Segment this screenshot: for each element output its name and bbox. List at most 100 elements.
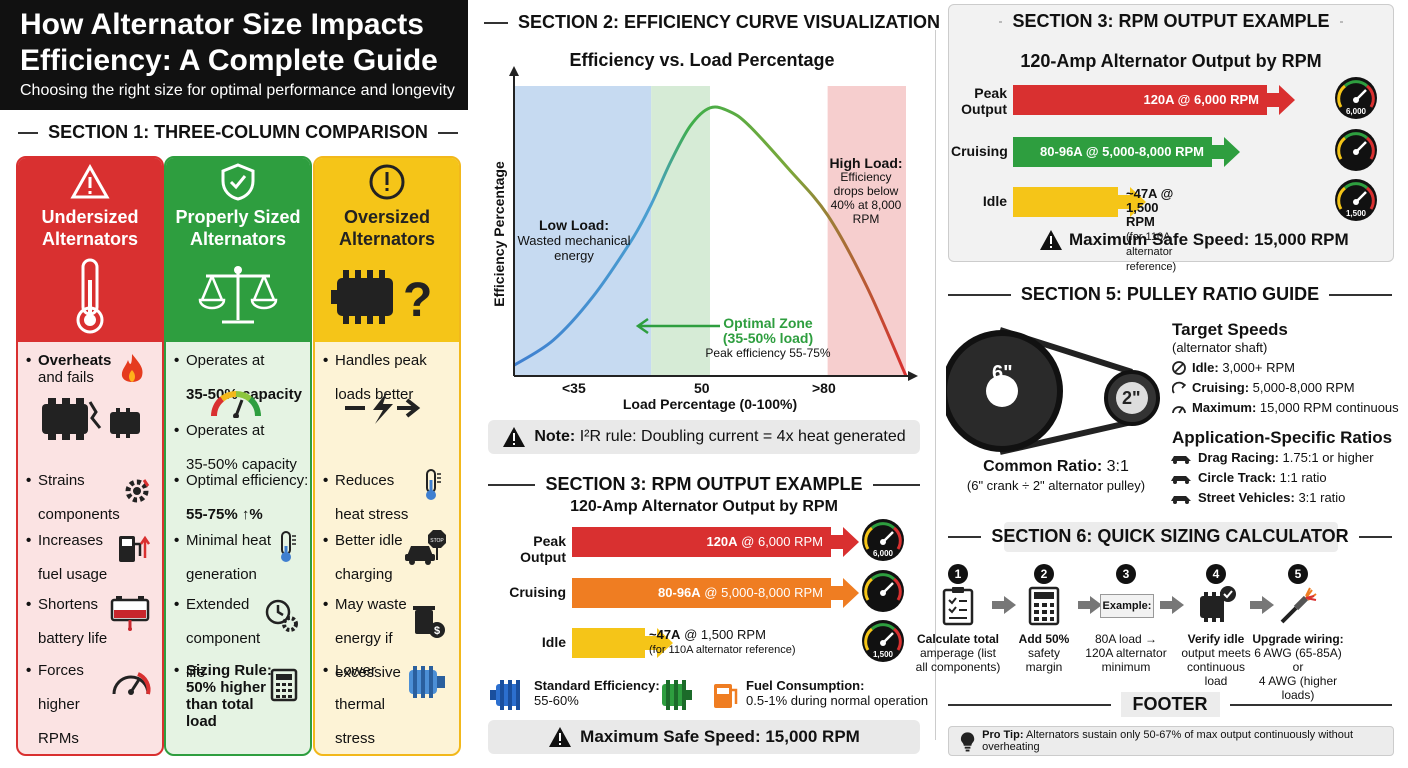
section3-mid-heading: SECTION 3: RPM OUTPUT EXAMPLE [488, 474, 920, 495]
chart-zone-1 [651, 86, 710, 376]
step-number-4: 5 [1288, 564, 1308, 584]
cool-alternator-icon [409, 666, 445, 698]
rpm-mid-bar-2 [572, 628, 645, 658]
optimal-zone-annotation: Optimal Zone (35-50% load) Peak efficien… [705, 315, 831, 361]
rpm-top-arrow-1 [1210, 137, 1240, 167]
tach-gauge-icon: 1,500 [1335, 179, 1377, 221]
target-speeds-sub: (alternator shaft) [1172, 340, 1268, 355]
warning-triangle-icon [70, 164, 110, 199]
section3-mid-subheading: 120-Amp Alternator Output by RPM [570, 498, 838, 515]
page-title-line1: How Alternator Size Impacts [20, 8, 424, 41]
page-title-line2: Efficiency: A Complete Guide [20, 44, 438, 77]
ratio-note: (6" crank ÷ 2" alternator pulley) [966, 478, 1146, 493]
power-surge-icon [345, 392, 421, 424]
svg-text:6,000: 6,000 [873, 549, 894, 558]
fuel-can-icon [714, 684, 738, 708]
calculator-icon [270, 668, 298, 702]
step-text-2: 80A load → 120A alternator minimum [1085, 632, 1167, 674]
app-ratio-item-0: Drag Racing: 1.75:1 or higher [1170, 450, 1374, 465]
efficiency-curve [513, 105, 908, 377]
common-ratio: Common Ratio: 3:1 [983, 458, 1129, 475]
target-speed-item-2: Maximum: 15,000 RPM continuous [1172, 400, 1399, 415]
small-pulley-label: 2" [1122, 388, 1141, 408]
tach-gauge-icon: 6,000 [862, 519, 904, 561]
step-arrow-icon [1250, 596, 1274, 614]
svg-text:1,500: 1,500 [873, 650, 894, 659]
warning-icon [503, 427, 526, 447]
clipboard-checklist-icon [942, 587, 974, 626]
svg-text:STOP: STOP [430, 538, 444, 544]
rpm-mid-label-0: Peak Output [520, 533, 566, 565]
proper-title-2: Alternators [189, 229, 287, 249]
step-text-3: Verify idle output meets continuous load [1181, 632, 1251, 688]
max-speed-note-mid: Maximum Safe Speed: 15,000 RPM [488, 720, 920, 754]
clock-gear-icon [265, 599, 298, 632]
big-pulley-label: 6" [992, 362, 1013, 384]
step-arrow-icon [1078, 596, 1102, 614]
pro-tip-label: Pro Tip: [982, 729, 1024, 741]
step-text-0: Calculate total amperage (list all compone… [915, 632, 1001, 674]
shield-check-icon [221, 163, 255, 201]
rpm-mid-value-0: 120A @ 6,000 RPM [706, 534, 823, 549]
tach-gauge-icon: 6,000 [1335, 77, 1377, 119]
standard-efficiency: Standard Efficiency: 55-60% [534, 678, 660, 708]
svg-text:?: ? [403, 274, 432, 327]
alternator-check-icon [1200, 586, 1236, 622]
chart-xlabel: Load Percentage (0-100%) [622, 396, 798, 412]
rpm-top-label-0: Peak Output [961, 85, 1007, 117]
rpm-mid-bar-1 [572, 578, 831, 608]
note-text: I²R rule: Doubling current = 4x heat gen… [579, 428, 906, 445]
drag-car-icon [1171, 455, 1191, 464]
app-ratios-title: Application-Specific Ratios [1172, 428, 1393, 447]
rpm-top-value-1: 80-96A @ 5,000-8,000 RPM [1040, 144, 1204, 159]
rpm-mid-bar-0 [572, 527, 831, 557]
section3-top-subheading: 120-Amp Alternator Output by RPM [1020, 51, 1322, 71]
rpm-top-value-2: ~47A @ 1,500 RPM (for 110A alternator ref… [1126, 186, 1177, 274]
tach-gauge-icon: 1,500 [862, 620, 904, 662]
tick-mid: 50 [694, 380, 710, 396]
alternator-green-icon [662, 680, 692, 710]
oversized-title-2: Alternators [338, 229, 436, 249]
pro-tip-box: Pro Tip: Alternators sustain only 50-67%… [948, 726, 1394, 756]
pro-tip-text: Alternators sustain only 50-67% of max o… [982, 729, 1354, 753]
target-speed-item-1: Cruising: 5,000-8,000 RPM [1172, 380, 1355, 395]
svg-text:1,500: 1,500 [1346, 209, 1367, 218]
rpm-top-label-2: Idle [982, 193, 1007, 209]
rpm-mid-value-1: 80-96A @ 5,000-8,000 RPM [658, 585, 823, 600]
target-speed-item-0: Idle: 3,000+ RPM [1172, 360, 1295, 375]
rpm-mid-label-1: Cruising [509, 584, 566, 600]
wiring-icon [1280, 587, 1317, 624]
lightbulb-icon [960, 732, 975, 752]
broken-gear-icon [125, 479, 150, 503]
rpm-mid-arrow-1 [829, 578, 859, 608]
i2r-note: Note: I²R rule: Doubling current = 4x he… [488, 420, 920, 454]
balance-scale-icon [198, 266, 278, 324]
app-ratio-item-2: Street Vehicles: 3:1 ratio [1170, 490, 1345, 505]
rpm-top-value-0: 120A @ 6,000 RPM [1143, 92, 1259, 107]
section3-top-heading: SECTION 3: RPM OUTPUT EXAMPLE [999, 11, 1343, 32]
tick-high: >80 [812, 380, 836, 396]
low-load-annotation: Low Load: Wasted mechanical energy [517, 217, 631, 264]
svg-text:$: $ [434, 625, 440, 637]
calculator-icon [1028, 586, 1060, 626]
section5-heading: SECTION 5: PULLEY RATIO GUIDE [948, 284, 1392, 305]
fire-icon [121, 354, 143, 382]
rpm-top-label-1: Cruising [951, 143, 1008, 159]
broken-alternator-icon [42, 398, 140, 440]
page-subtitle: Choosing the right size for optimal perf… [20, 82, 455, 99]
section2-heading: SECTION 2: EFFICIENCY CURVE VISUALIZATIO… [484, 12, 975, 33]
warning-icon [549, 727, 572, 747]
rpm-top-bar-1 [1013, 137, 1212, 167]
step-arrow-icon [992, 596, 1016, 614]
proper-title-1: Properly Sized [175, 207, 301, 227]
max-speed-note-top: Maximum Safe Speed: 15,000 RPM [1039, 229, 1349, 251]
rpm-top-bar-0 [1013, 85, 1267, 115]
